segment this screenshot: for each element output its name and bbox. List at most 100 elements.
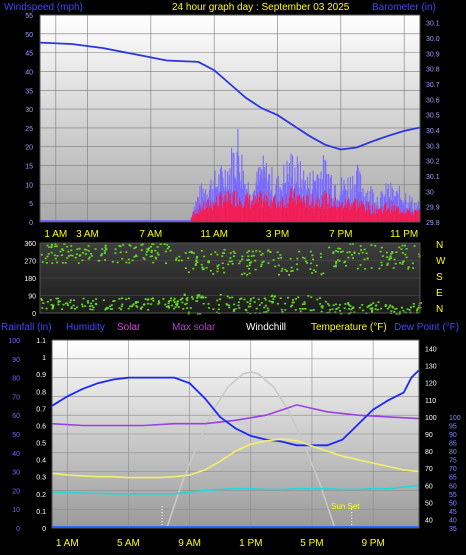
direction-point bbox=[111, 308, 114, 310]
direction-point bbox=[195, 260, 198, 263]
direction-point bbox=[352, 257, 354, 259]
direction-point bbox=[306, 262, 308, 264]
direction-point bbox=[277, 264, 280, 267]
direction-point bbox=[299, 310, 302, 313]
direction-point bbox=[255, 250, 258, 252]
direction-point bbox=[349, 305, 352, 307]
bottom-time-tick-label: 5 AM bbox=[117, 538, 140, 549]
direction-point bbox=[181, 297, 184, 300]
direction-point bbox=[233, 303, 236, 306]
direction-point bbox=[201, 266, 204, 269]
direction-point bbox=[309, 250, 312, 253]
direction-point bbox=[243, 298, 246, 301]
direction-point bbox=[321, 307, 324, 309]
direction-point bbox=[338, 260, 341, 262]
direction-point bbox=[90, 253, 92, 255]
top-time-tick-label: 11 PM bbox=[390, 229, 418, 240]
direction-point bbox=[199, 312, 201, 315]
direction-point bbox=[64, 262, 67, 264]
direction-point bbox=[110, 304, 113, 306]
direction-point bbox=[331, 308, 334, 310]
direction-point bbox=[163, 243, 166, 245]
direction-point bbox=[185, 302, 188, 305]
direction-point bbox=[214, 251, 217, 253]
direction-point bbox=[229, 252, 232, 254]
direction-point bbox=[141, 243, 144, 246]
temperature-tick-label: 100 bbox=[425, 415, 437, 422]
direction-point bbox=[232, 310, 235, 312]
direction-point bbox=[191, 251, 194, 254]
barometer-tick-label: 30.2 bbox=[426, 159, 440, 166]
direction-point bbox=[114, 248, 117, 251]
direction-point bbox=[154, 256, 157, 259]
direction-point bbox=[367, 305, 370, 307]
direction-point bbox=[219, 293, 222, 296]
direction-point bbox=[164, 303, 167, 306]
direction-point bbox=[267, 309, 270, 312]
direction-point bbox=[340, 312, 343, 315]
direction-point bbox=[150, 303, 153, 305]
direction-point bbox=[207, 303, 210, 305]
dew-point-tick-label: 55 bbox=[449, 492, 457, 499]
direction-point bbox=[366, 257, 369, 259]
direction-point bbox=[312, 269, 315, 271]
direction-point bbox=[183, 294, 186, 296]
direction-point bbox=[118, 245, 121, 247]
direction-point bbox=[391, 306, 394, 309]
direction-point bbox=[401, 252, 404, 254]
direction-point bbox=[349, 243, 352, 245]
direction-point bbox=[46, 255, 49, 258]
direction-point bbox=[156, 252, 159, 254]
direction-point bbox=[370, 303, 373, 306]
direction-point bbox=[120, 308, 123, 311]
direction-point bbox=[70, 249, 73, 252]
windspeed-tick-label: 20 bbox=[25, 145, 33, 152]
direction-point bbox=[70, 306, 73, 309]
direction-point bbox=[401, 244, 404, 247]
top-lines bbox=[39, 41, 421, 222]
direction-point bbox=[334, 264, 337, 267]
direction-point bbox=[290, 266, 293, 269]
direction-point bbox=[166, 247, 169, 250]
direction-point bbox=[332, 252, 335, 254]
direction-point bbox=[184, 303, 187, 306]
direction-point bbox=[95, 303, 98, 306]
direction-point bbox=[196, 255, 198, 258]
direction-points bbox=[40, 243, 422, 315]
direction-point bbox=[394, 308, 397, 310]
direction-point bbox=[159, 243, 162, 245]
direction-point bbox=[118, 298, 121, 300]
direction-point bbox=[402, 309, 405, 312]
direction-point bbox=[81, 303, 84, 306]
direction-point bbox=[167, 302, 170, 304]
direction-point bbox=[369, 307, 372, 310]
direction-point bbox=[252, 254, 255, 257]
direction-point bbox=[274, 265, 277, 268]
direction-point bbox=[133, 256, 136, 258]
direction-point bbox=[196, 297, 199, 299]
top-grid bbox=[40, 14, 420, 223]
direction-point bbox=[310, 262, 313, 265]
direction-point bbox=[186, 299, 189, 302]
direction-point bbox=[302, 308, 305, 310]
direction-point bbox=[219, 298, 221, 300]
direction-point bbox=[195, 259, 198, 262]
direction-point bbox=[412, 267, 415, 269]
direction-point bbox=[352, 243, 354, 245]
direction-point bbox=[103, 250, 106, 252]
direction-point bbox=[350, 308, 353, 311]
direction-point bbox=[72, 304, 75, 307]
humidity-tick-label: 80 bbox=[12, 376, 20, 383]
direction-point bbox=[196, 261, 199, 264]
bottom-time-axis: 1 AM 5 AM 9 AM 1 PM 5 PM 9 PM bbox=[56, 538, 385, 549]
legend-windchill: Windchill bbox=[246, 322, 286, 333]
windspeed-tick-label: 30 bbox=[25, 107, 33, 114]
direction-point bbox=[147, 309, 150, 311]
direction-point bbox=[113, 300, 116, 302]
direction-point bbox=[370, 244, 373, 246]
direction-point bbox=[409, 311, 412, 314]
direction-point bbox=[176, 304, 179, 307]
top-time-tick-label: 7 AM bbox=[139, 229, 162, 240]
direction-point bbox=[45, 262, 48, 264]
